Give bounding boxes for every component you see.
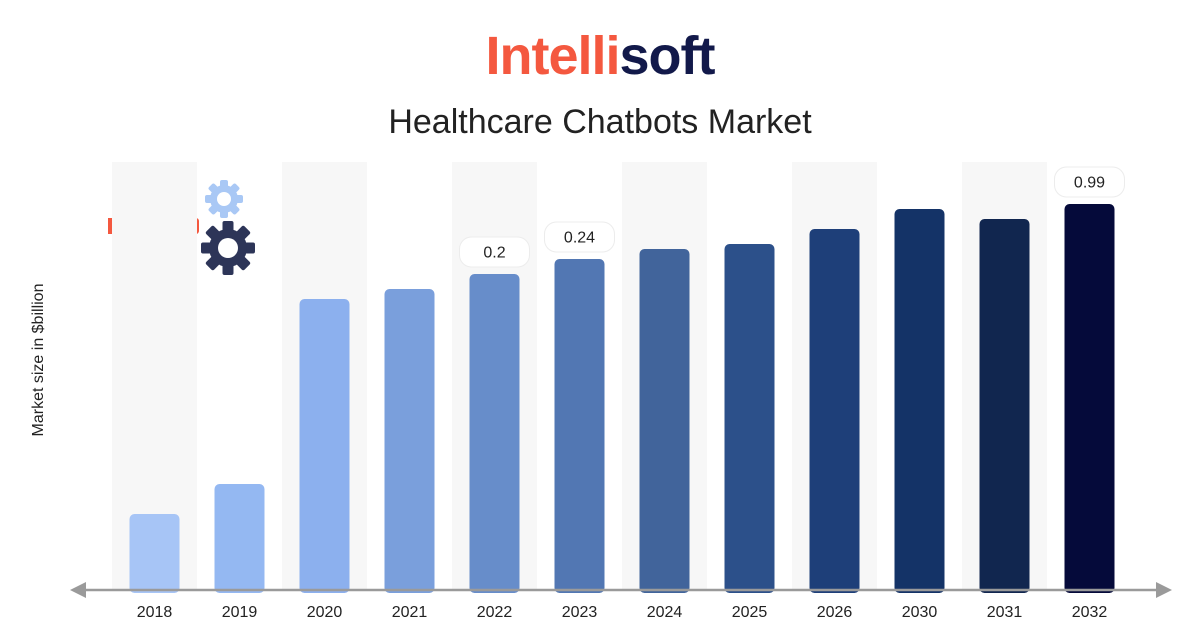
x-tick-label: 2019 bbox=[222, 604, 258, 621]
x-tick-label: 2026 bbox=[817, 604, 853, 621]
x-axis-right-arrow bbox=[1156, 582, 1172, 598]
brand-logo: Intellisoft bbox=[0, 24, 1200, 88]
x-tick-label: 2021 bbox=[392, 604, 428, 621]
data-label-pill bbox=[459, 236, 530, 268]
data-label: 0.99 bbox=[1074, 175, 1105, 192]
chart-title: Healthcare Chatbots Market bbox=[388, 103, 812, 141]
x-tick-label: 2023 bbox=[562, 604, 598, 621]
x-axis-left-arrow bbox=[70, 582, 86, 598]
bar-2032 bbox=[1064, 204, 1115, 593]
bar-2026 bbox=[809, 229, 860, 593]
x-tick-label: 2024 bbox=[647, 604, 683, 621]
x-tick-label: 2018 bbox=[137, 604, 173, 621]
logo-part-1: Intelli bbox=[485, 26, 621, 86]
bar-2030 bbox=[894, 209, 945, 593]
bar-2031 bbox=[979, 219, 1030, 593]
bar-2019 bbox=[214, 484, 265, 593]
bar-2023 bbox=[554, 259, 605, 593]
bar-2020 bbox=[299, 299, 350, 593]
x-tick-label: 2022 bbox=[477, 604, 513, 621]
x-tick-label: 2031 bbox=[987, 604, 1023, 621]
x-tick-label: 2025 bbox=[732, 604, 768, 621]
medium-gear-icon bbox=[201, 221, 255, 275]
data-label: 0.2 bbox=[483, 245, 505, 262]
x-tick-label: 2032 bbox=[1072, 604, 1108, 621]
x-tick-label: 2030 bbox=[902, 604, 938, 621]
bar-2022 bbox=[469, 274, 520, 593]
small-gear-icon bbox=[205, 180, 243, 218]
bar-2025 bbox=[724, 244, 775, 593]
bar-2018 bbox=[129, 514, 180, 593]
data-label: 0.24 bbox=[564, 230, 595, 247]
x-tick-label: 2020 bbox=[307, 604, 343, 621]
logo-part-2: soft bbox=[619, 26, 716, 86]
data-label-pill bbox=[544, 221, 615, 253]
bar-2024 bbox=[639, 249, 690, 593]
data-label-pill bbox=[1054, 166, 1125, 198]
bar-2021 bbox=[384, 289, 435, 593]
